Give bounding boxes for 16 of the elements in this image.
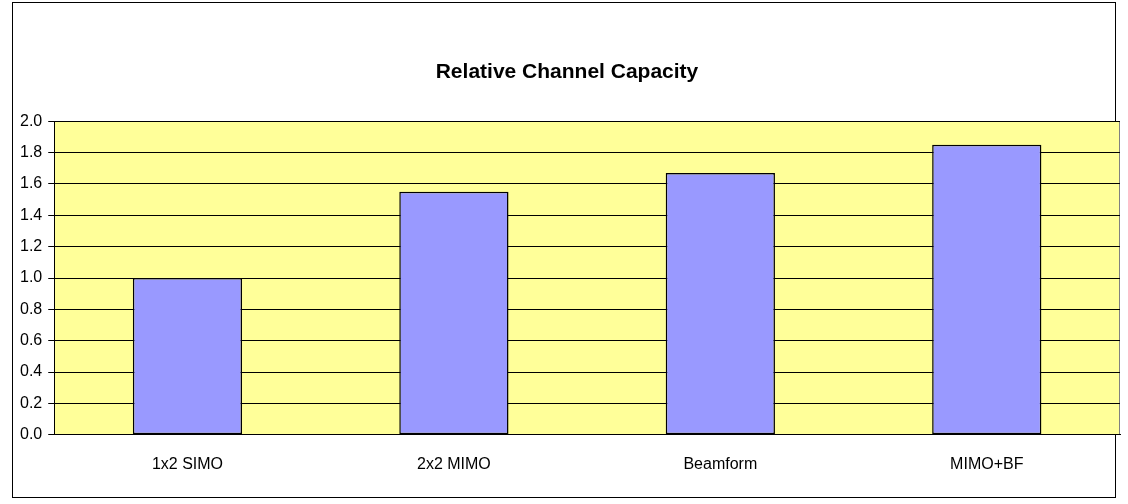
y-tick-label: 1.4 bbox=[19, 205, 43, 223]
x-tick-label: 2x2 MIMO bbox=[417, 454, 491, 472]
y-tick-label: 2.0 bbox=[19, 111, 43, 129]
y-tick-label: 1.8 bbox=[19, 142, 43, 160]
y-tick-label: 1.6 bbox=[19, 174, 43, 192]
y-tick-label: 0.2 bbox=[19, 393, 43, 411]
y-tick-label: 0.0 bbox=[19, 425, 43, 443]
y-tick-label: 1.2 bbox=[19, 237, 43, 255]
y-tick-label: 1.0 bbox=[19, 268, 43, 286]
x-tick-label: 1x2 SIMO bbox=[151, 454, 224, 472]
chart-title: Relative Channel Capacity bbox=[435, 59, 699, 83]
x-tick-label: Beamform bbox=[683, 454, 758, 472]
y-tick-label: 0.6 bbox=[19, 331, 43, 349]
y-tick-label: 0.8 bbox=[19, 299, 43, 317]
y-tick-label: 0.4 bbox=[19, 362, 43, 380]
x-tick-label: MIMO+BF bbox=[950, 454, 1024, 472]
